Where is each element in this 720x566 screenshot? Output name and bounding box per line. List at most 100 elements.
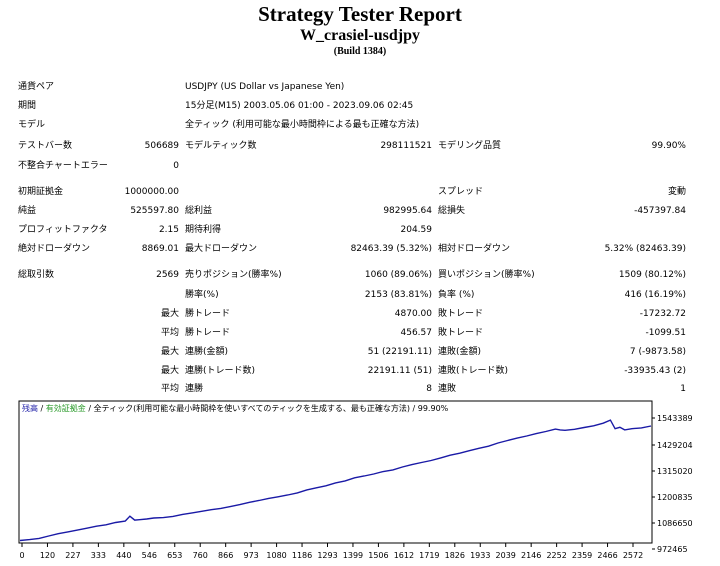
average-consecutive-wins-value: 8 <box>426 384 432 394</box>
x-tick-label: 653 <box>167 551 182 560</box>
x-tick-label: 1506 <box>368 551 388 560</box>
consecutive-losses-amount-value: 7 (-9873.58) <box>629 347 686 357</box>
consecutive-wins-count-label: 連勝(トレード数) <box>185 366 256 376</box>
average-prefix: 平均 <box>160 328 179 338</box>
total-trades-label: 総取引数 <box>18 270 55 280</box>
net-profit-label: 純益 <box>18 206 37 216</box>
abs-drawdown-label: 絶対ドローダウン <box>18 244 91 254</box>
expected-payoff-value: 204.59 <box>400 225 433 235</box>
average-win-value: 456.57 <box>400 328 433 338</box>
profit-factor-value: 2.15 <box>158 225 179 235</box>
x-tick-label: 1933 <box>470 551 490 560</box>
y-tick-label: 1315020 <box>657 467 693 476</box>
x-tick-label: 546 <box>142 551 157 560</box>
max-consecutive-count-prefix: 最大 <box>160 366 179 376</box>
max-drawdown-label: 最大ドローダウン <box>185 244 258 254</box>
legend-quality: 99.90% <box>418 404 449 413</box>
y-axis: 1543389 1429204 1315020 1200835 1086650 97246… <box>652 414 693 554</box>
profit-factor-label: プロフィットファクタ <box>18 225 108 235</box>
average-consecutive-losses-value: 1 <box>680 384 686 394</box>
gross-loss-value: -457397.84 <box>634 206 686 216</box>
model-label: モデル <box>18 120 46 130</box>
legend-separator: / <box>410 404 418 413</box>
consecutive-losses-count-value: -33935.43 (2) <box>624 366 686 376</box>
period-label: 期間 <box>18 101 37 111</box>
x-tick-label: 0 <box>19 551 24 560</box>
x-tick-label: 1826 <box>445 551 465 560</box>
expected-payoff-label: 期待利得 <box>185 225 222 235</box>
x-tick-label: 440 <box>116 551 131 560</box>
average-consecutive-losses-label: 連敗 <box>438 384 457 394</box>
report-title: Strategy Tester Report <box>258 2 462 26</box>
rel-drawdown-label: 相対ドローダウン <box>438 244 511 254</box>
y-tick-label: 972465 <box>657 545 688 554</box>
mismatch-value: 0 <box>173 161 179 171</box>
spread-label: スプレッド <box>438 187 484 197</box>
bars-label: テストバー数 <box>18 141 73 151</box>
legend-separator: / <box>38 404 46 413</box>
x-tick-label: 1293 <box>317 551 337 560</box>
chart-legend: 残高 / 有効証拠金 / 全ティック(利用可能な最小時間枠を使いすべてのティック… <box>22 403 449 413</box>
ticks-value: 298111521 <box>380 141 432 151</box>
ticks-label: モデルティック数 <box>185 141 257 151</box>
period-value: 15分足(M15) 2003.05.06 01:00 - 2023.09.06 … <box>185 101 414 111</box>
average-loss-label: 敗トレード <box>438 328 484 338</box>
x-tick-label: 2252 <box>546 551 566 560</box>
quality-label: モデリング品質 <box>438 141 502 151</box>
y-tick-label: 1086650 <box>657 519 693 528</box>
rel-drawdown-value: 5.32% (82463.39) <box>604 244 686 254</box>
average-consecutive-wins-label: 連勝 <box>185 384 204 394</box>
long-positions-label: 買いポジション(勝率%) <box>438 270 535 280</box>
mismatch-label: 不整合チャートエラー <box>18 161 108 171</box>
largest-prefix: 最大 <box>160 309 179 319</box>
y-tick-label: 1543389 <box>657 414 693 423</box>
gross-loss-label: 総損失 <box>438 206 466 216</box>
bars-value: 506689 <box>144 141 179 151</box>
x-tick-label: 2466 <box>597 551 617 560</box>
deposit-label: 初期証拠金 <box>18 187 64 197</box>
consecutive-wins-amount-label: 連勝(金額) <box>185 347 229 357</box>
x-tick-label: 2146 <box>521 551 541 560</box>
total-trades-value: 2569 <box>156 270 179 280</box>
legend-balance: 残高 <box>22 403 38 413</box>
abs-drawdown-value: 8869.01 <box>141 244 179 254</box>
short-positions-label: 売りポジション(勝率%) <box>185 270 282 280</box>
x-tick-label: 973 <box>243 551 258 560</box>
gross-profit-label: 総利益 <box>185 206 213 216</box>
deposit-value: 1000000.00 <box>124 187 179 197</box>
x-tick-label: 1186 <box>292 551 312 560</box>
win-rate-label: 勝率(%) <box>185 290 219 300</box>
y-tick-label: 1200835 <box>657 493 693 502</box>
consecutive-losses-count-label: 連敗(トレード数) <box>438 366 509 376</box>
average-win-label: 勝トレード <box>185 328 231 338</box>
x-tick-label: 1080 <box>266 551 286 560</box>
x-tick-label: 120 <box>40 551 55 560</box>
max-consecutive-amount-prefix: 最大 <box>160 347 179 357</box>
x-tick-label: 760 <box>193 551 208 560</box>
legend-separator: / <box>86 404 94 413</box>
net-profit-value: 525597.80 <box>130 206 179 216</box>
consecutive-wins-count-value: 22191.11 (51) <box>367 366 432 376</box>
average-loss-value: -1099.51 <box>645 328 686 338</box>
largest-loss-value: -17232.72 <box>639 309 686 319</box>
x-tick-label: 2572 <box>623 551 643 560</box>
quality-value: 99.90% <box>651 141 686 151</box>
spread-value: 変動 <box>667 187 686 197</box>
x-tick-label: 866 <box>218 551 233 560</box>
build-label: (Build 1384) <box>333 46 387 57</box>
long-positions-value: 1509 (80.12%) <box>618 270 686 280</box>
loss-rate-label: 負率 (%) <box>438 290 475 300</box>
win-rate-value: 2153 (83.81%) <box>364 290 432 300</box>
x-tick-label: 2359 <box>572 551 592 560</box>
x-tick-label: 1399 <box>343 551 363 560</box>
largest-win-label: 勝トレード <box>185 309 231 319</box>
legend-lots: 有効証拠金 <box>46 403 86 413</box>
x-tick-label: 1612 <box>394 551 414 560</box>
average-consecutive-prefix: 平均 <box>160 384 179 394</box>
largest-loss-label: 敗トレード <box>438 309 484 319</box>
loss-rate-value: 416 (16.19%) <box>624 290 686 300</box>
legend-model: 全ティック(利用可能な最小時間枠を使いすべてのティックを生成する、最も正確な方法… <box>94 403 410 413</box>
x-tick-label: 227 <box>65 551 80 560</box>
gross-profit-value: 982995.64 <box>383 206 432 216</box>
consecutive-losses-amount-label: 連敗(金額) <box>438 347 482 357</box>
